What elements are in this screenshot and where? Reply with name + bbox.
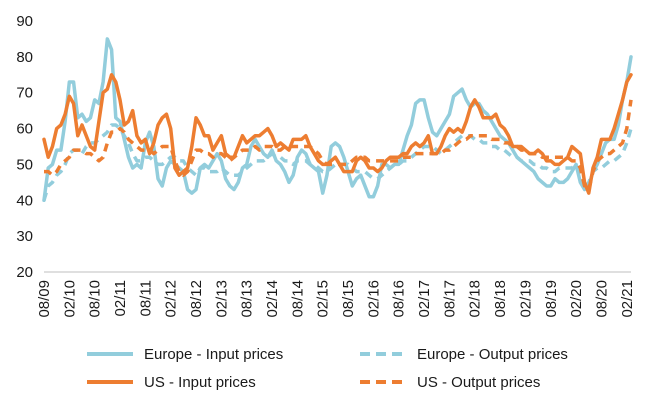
y-tick-label: 50 (16, 156, 33, 173)
legend: Europe - Input prices Europe - Output pri… (87, 346, 568, 391)
x-tick-label: 02/12 (163, 280, 180, 318)
y-tick-label: 80 (16, 49, 33, 66)
series-line-europe-input-prices (42, 37, 633, 203)
series-line-us-output-prices (44, 99, 633, 192)
x-tick-label: 08/09 (36, 280, 53, 318)
y-tick-label: 60 (16, 121, 33, 138)
legend-label-europe-input-prices: Europe - Input prices (144, 346, 283, 363)
x-tick-label: 08/11 (137, 280, 154, 316)
x-tick-label: 08/10 (87, 280, 104, 318)
series-lines (42, 37, 633, 203)
series-line-us-input-prices (42, 73, 633, 195)
y-tick-label: 30 (16, 228, 33, 245)
y-axis: 20 30 40 50 60 70 80 90 (16, 13, 33, 281)
y-tick-label: 20 (16, 264, 33, 281)
x-tick-label: 08/14 (289, 280, 306, 318)
x-tick-label: 08/20 (593, 280, 610, 318)
x-axis: 08/09 02/10 08/10 02/11 08/11 02/12 08/12 02/13… (36, 271, 636, 318)
x-tick-label: 08/18 (492, 280, 509, 318)
y-tick-label: 70 (16, 85, 33, 102)
x-tick-label: 02/20 (568, 280, 585, 318)
x-tick-label: 08/16 (391, 280, 408, 318)
x-tick-label: 08/13 (239, 280, 256, 318)
x-tick-label: 02/21 (619, 280, 636, 318)
x-tick-label: 02/15 (315, 280, 332, 318)
x-tick-label: 02/11 (112, 280, 129, 316)
x-tick-label: 08/15 (340, 280, 357, 318)
legend-label-us-output-prices: US - Output prices (417, 374, 540, 391)
x-tick-label: 02/14 (264, 280, 281, 318)
y-tick-label: 40 (16, 192, 33, 209)
x-tick-label: 02/13 (213, 280, 230, 318)
legend-label-europe-output-prices: Europe - Output prices (417, 346, 568, 363)
x-tick-label: 08/19 (543, 280, 560, 318)
legend-label-us-input-prices: US - Input prices (144, 374, 256, 391)
x-tick-label: 08/17 (441, 280, 458, 318)
y-tick-label: 90 (16, 13, 33, 30)
x-tick-label: 08/12 (188, 280, 205, 318)
x-tick-label: 02/18 (467, 280, 484, 318)
x-tick-label: 02/16 (365, 280, 382, 318)
series-line-europe-output-prices (42, 123, 633, 201)
x-tick-label: 02/17 (416, 280, 433, 318)
x-tick-label: 02/19 (517, 280, 534, 318)
x-tick-label: 02/10 (61, 280, 78, 318)
